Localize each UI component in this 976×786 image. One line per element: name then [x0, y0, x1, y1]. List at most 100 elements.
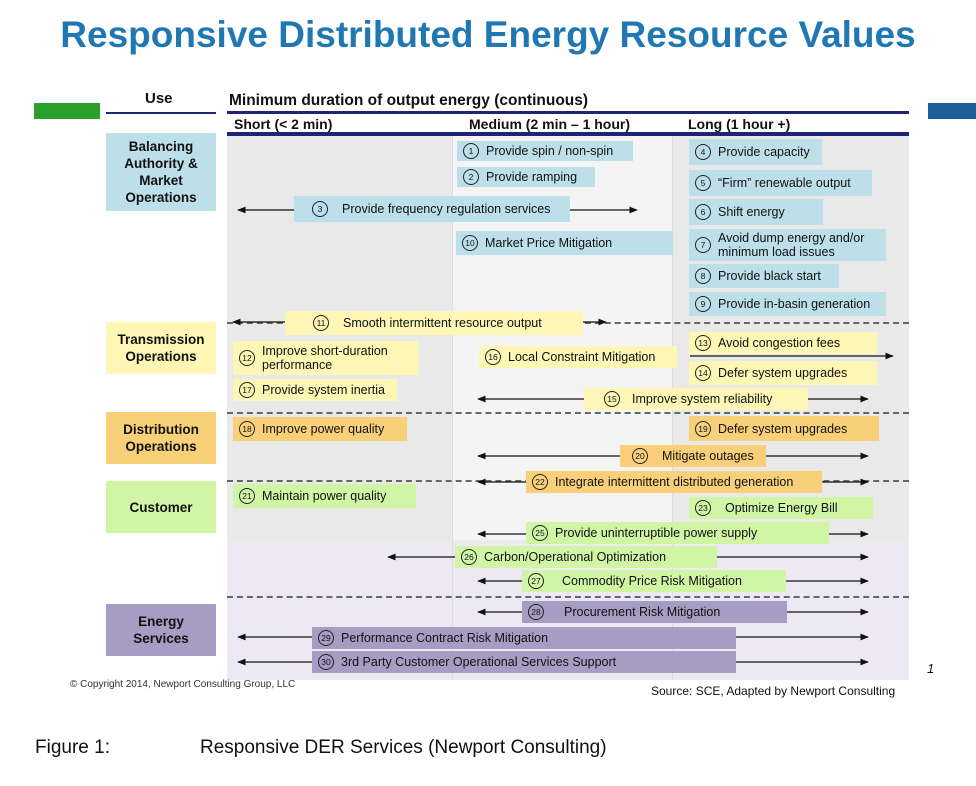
service-label: Defer system upgrades — [718, 421, 848, 436]
category-transmission: Transmission Operations — [106, 322, 216, 374]
service-number: 10 — [462, 235, 478, 251]
service-21: 21 Maintain power quality — [233, 484, 416, 508]
service-label: Market Price Mitigation — [485, 236, 613, 250]
service-number: 29 — [318, 630, 334, 646]
service-17: 17 Provide system inertia — [233, 379, 397, 401]
service-label: Commodity Price Risk Mitigation — [562, 574, 742, 588]
duration-header: Minimum duration of output energy (conti… — [229, 92, 589, 109]
use-label: Use — [145, 90, 173, 107]
service-number: 16 — [485, 349, 501, 365]
service-number: 12 — [239, 350, 255, 366]
service-number: 2 — [463, 169, 479, 185]
accent-bar-right — [928, 103, 976, 119]
service-19: 19 Defer system upgrades — [689, 416, 879, 441]
page-title: Responsive Distributed Energy Resource V… — [60, 14, 916, 55]
service-label: Shift energy — [718, 205, 785, 219]
service-label: Mitigate outages — [662, 449, 754, 463]
header-rule-top — [227, 111, 909, 114]
service-number: 30 — [318, 654, 334, 670]
category-energy-services: Energy Services — [106, 604, 216, 656]
service-7: 7 Avoid dump energy and/or minimum load i… — [689, 229, 886, 261]
service-number: 15 — [604, 391, 620, 407]
service-15: 15 Improve system reliability — [584, 388, 808, 410]
figure-caption-text: Responsive DER Services (Newport Consult… — [200, 737, 607, 758]
service-25: 25 Provide uninterruptible power supply — [526, 522, 829, 544]
separator-4 — [227, 596, 909, 598]
service-number: 25 — [532, 525, 548, 541]
service-label: Avoid congestion fees — [718, 336, 841, 350]
service-20: 20 Mitigate outages — [620, 445, 766, 467]
service-30: 30 3rd Party Customer Operational Service… — [312, 651, 736, 673]
service-number: 20 — [632, 448, 648, 464]
figure-caption-label: Figure 1: — [35, 737, 110, 758]
service-1: 1 Provide spin / non-spin — [457, 141, 633, 161]
service-number: 27 — [528, 573, 544, 589]
service-number: 11 — [313, 315, 329, 331]
service-11: 11 Smooth intermittent resource output — [285, 311, 583, 335]
service-number: 1 — [463, 143, 479, 159]
separator-2 — [227, 412, 909, 414]
service-label: Integrate intermittent distributed gener… — [555, 475, 794, 489]
service-label: Improve power quality — [262, 422, 385, 436]
service-label: Provide system inertia — [262, 383, 385, 397]
service-label: Smooth intermittent resource output — [343, 316, 542, 330]
service-label: Provide spin / non-spin — [486, 144, 614, 158]
service-number: 21 — [239, 488, 255, 504]
divider-short-medium — [452, 136, 453, 680]
column-short: Short (< 2 min) — [234, 116, 333, 132]
service-number: 22 — [532, 474, 548, 490]
service-label: Maintain power quality — [262, 489, 387, 503]
service-number: 3 — [312, 201, 328, 217]
service-28: 28 Procurement Risk Mitigation — [522, 601, 787, 623]
service-label: 3rd Party Customer Operational Services … — [341, 655, 617, 669]
service-number: 28 — [528, 604, 544, 620]
service-label: Provide in-basin generation — [718, 297, 871, 311]
service-number: 9 — [695, 296, 711, 312]
service-27: 27 Commodity Price Risk Mitigation — [522, 570, 786, 592]
service-label: Provide black start — [718, 269, 821, 283]
service-number: 19 — [695, 420, 711, 437]
service-label: Provide capacity — [718, 145, 810, 159]
service-6: 6 Shift energy — [689, 199, 823, 225]
service-12: 12 Improve short-duration performance — [233, 341, 419, 375]
accent-bar-left — [34, 103, 100, 119]
service-10: 10 Market Price Mitigation — [456, 231, 673, 255]
service-number: 6 — [695, 204, 711, 220]
column-medium: Medium (2 min – 1 hour) — [469, 116, 631, 132]
service-label: Improve short-duration performance — [262, 344, 388, 372]
service-number: 5 — [695, 175, 711, 191]
header-rule-bottom — [227, 132, 909, 136]
service-label: Provide frequency regulation services — [342, 202, 551, 216]
service-number: 23 — [695, 500, 711, 516]
service-label: Defer system upgrades — [718, 366, 848, 380]
service-label: Provide uninterruptible power supply — [555, 526, 758, 540]
service-13: 13 Avoid congestion fees — [689, 332, 877, 354]
service-18: 18 Improve power quality — [233, 417, 407, 441]
category-distribution: Distribution Operations — [106, 412, 216, 464]
service-16: 16 Local Constraint Mitigation — [479, 346, 677, 368]
service-label: Performance Contract Risk Mitigation — [341, 631, 549, 645]
service-14: 14 Defer system upgrades — [689, 361, 877, 385]
service-number: 13 — [695, 335, 711, 351]
service-label: Carbon/Operational Optimization — [484, 550, 667, 564]
service-number: 18 — [239, 421, 255, 437]
service-number: 7 — [695, 237, 711, 253]
service-number: 4 — [695, 144, 711, 160]
category-customer: Customer — [106, 481, 216, 533]
service-number: 17 — [239, 382, 255, 398]
service-5: 5 “Firm” renewable output — [689, 170, 872, 196]
service-label: Provide ramping — [486, 170, 578, 184]
service-label: Procurement Risk Mitigation — [564, 605, 721, 619]
service-label: Improve system reliability — [632, 392, 773, 406]
service-23: 23 Optimize Energy Bill — [689, 497, 873, 519]
copyright: © Copyright 2014, Newport Consulting Gro… — [70, 679, 296, 690]
use-underline — [106, 112, 216, 114]
category-balancing: Balancing Authority & Market Operations — [106, 133, 216, 211]
service-number: 14 — [695, 365, 711, 381]
service-4: 4 Provide capacity — [689, 139, 822, 165]
service-2: 2 Provide ramping — [457, 167, 595, 187]
service-label: “Firm” renewable output — [718, 176, 851, 190]
column-long: Long (1 hour +) — [688, 116, 791, 132]
service-8: 8 Provide black start — [689, 264, 839, 288]
service-number: 8 — [695, 268, 711, 284]
